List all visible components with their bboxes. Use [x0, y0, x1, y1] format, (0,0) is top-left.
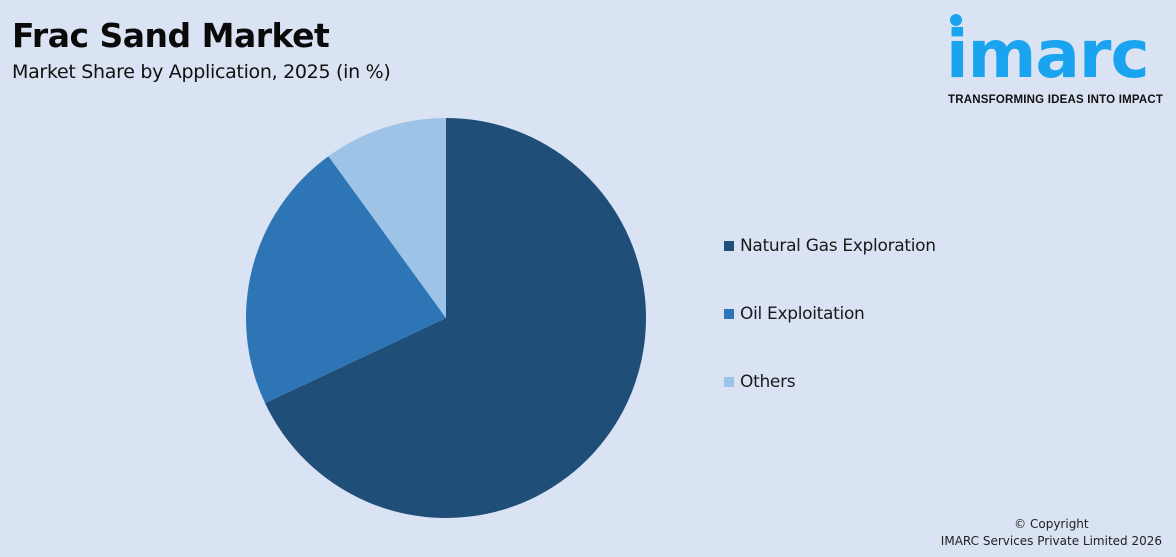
chart-subtitle: Market Share by Application, 2025 (in %)	[12, 61, 391, 83]
copyright-line-2: IMARC Services Private Limited 2026	[940, 534, 1162, 548]
legend-item-natural-gas: Natural Gas Exploration	[724, 236, 936, 256]
pie-slice-oil-exploitation	[246, 156, 446, 404]
chart-title: Frac Sand Market	[12, 16, 330, 55]
imarc-logo: imarc TRANSFORMING IDEAS INTO IMPACT	[946, 12, 1170, 112]
legend-label: Natural Gas Exploration	[740, 236, 936, 256]
pie-slices	[246, 118, 646, 518]
legend-label: Others	[740, 372, 796, 392]
logo-tagline: TRANSFORMING IDEAS INTO IMPACT	[948, 94, 1164, 106]
logo-dot-icon	[950, 14, 962, 26]
legend-item-others: Others	[724, 372, 796, 392]
copyright-line-1: © Copyright	[1014, 517, 1089, 531]
legend-label: Oil Exploitation	[740, 304, 865, 324]
legend-swatch-icon	[724, 241, 734, 251]
legend-item-oil: Oil Exploitation	[724, 304, 865, 324]
pie-slice-natural-gas-exploration	[265, 118, 646, 518]
legend-swatch-icon	[724, 377, 734, 387]
copyright-notice: © Copyright IMARC Services Private Limit…	[941, 516, 1162, 550]
legend-swatch-icon	[724, 309, 734, 319]
logo-wordmark: imarc	[946, 16, 1150, 93]
pie-slice-others	[328, 118, 446, 318]
